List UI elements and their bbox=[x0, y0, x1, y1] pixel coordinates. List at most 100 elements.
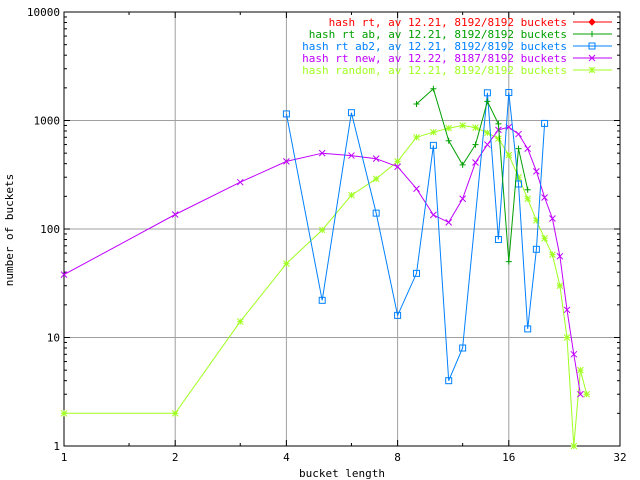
legend-label: hash rt ab2, av 12.21, 8192/8192 buckets bbox=[302, 40, 567, 53]
y-tick-label: 1000 bbox=[34, 115, 61, 128]
data-point bbox=[524, 145, 532, 153]
legend: hash rt, av 12.21, 8192/8192 buckets hash… bbox=[302, 16, 612, 77]
x-axis-title: bucket length bbox=[299, 467, 385, 480]
data-point bbox=[348, 152, 355, 159]
data-point bbox=[372, 209, 380, 217]
x-tick-label: 2 bbox=[172, 451, 179, 464]
data-point bbox=[372, 155, 380, 163]
data-point bbox=[541, 119, 549, 127]
data-point bbox=[60, 271, 68, 278]
legend-marker bbox=[589, 31, 595, 37]
series-line bbox=[63, 126, 581, 395]
series-4 bbox=[60, 122, 591, 450]
data-point bbox=[430, 85, 437, 92]
data-point bbox=[430, 128, 437, 136]
series-line bbox=[285, 92, 546, 381]
data-point bbox=[347, 109, 355, 117]
series-2 bbox=[282, 89, 549, 385]
data-point bbox=[236, 318, 244, 325]
data-point bbox=[445, 124, 453, 132]
data-point bbox=[472, 141, 479, 148]
data-point bbox=[524, 195, 532, 203]
legend-label: hash rt new, av 12.22, 8187/8192 buckets bbox=[302, 52, 567, 65]
data-point bbox=[556, 252, 564, 260]
data-point bbox=[318, 226, 326, 234]
data-point bbox=[60, 409, 68, 417]
axis-ticks: 1 2 4 8 16 32 1 10 100 1000 10000 bbox=[27, 6, 627, 464]
data-point bbox=[394, 158, 401, 165]
data-point bbox=[318, 296, 326, 304]
legend-marker bbox=[588, 42, 596, 50]
series-line bbox=[64, 124, 588, 447]
series-3 bbox=[60, 123, 584, 398]
data-point bbox=[515, 130, 522, 138]
y-tick-label: 10000 bbox=[27, 6, 60, 19]
data-point bbox=[541, 234, 548, 242]
data-point bbox=[394, 311, 402, 319]
data-point bbox=[430, 211, 437, 219]
grid bbox=[64, 12, 620, 446]
legend-label: hash rt, av 12.21, 8192/8192 buckets bbox=[329, 16, 567, 29]
data-point bbox=[372, 175, 380, 183]
data-point bbox=[394, 163, 401, 171]
data-point bbox=[484, 129, 491, 137]
data-point bbox=[445, 137, 452, 144]
data-point bbox=[533, 167, 540, 175]
data-point bbox=[577, 390, 584, 398]
x-tick-label: 1 bbox=[61, 451, 68, 464]
series-line bbox=[416, 87, 529, 262]
data-point bbox=[484, 141, 491, 148]
data-point bbox=[541, 194, 548, 201]
y-tick-label: 10 bbox=[47, 332, 60, 345]
data-point bbox=[472, 124, 479, 131]
data-point bbox=[429, 141, 437, 149]
data-point bbox=[413, 185, 420, 193]
legend-marker bbox=[588, 66, 596, 74]
data-point bbox=[171, 211, 179, 218]
data-point bbox=[563, 334, 571, 341]
data-point bbox=[483, 89, 491, 97]
data-point bbox=[445, 377, 453, 385]
data-point bbox=[515, 173, 522, 181]
data-point bbox=[556, 282, 564, 290]
data-point bbox=[505, 89, 513, 97]
data-point bbox=[484, 98, 491, 105]
x-tick-label: 8 bbox=[394, 451, 401, 464]
data-point bbox=[515, 145, 522, 152]
series-lines bbox=[60, 85, 591, 450]
data-point bbox=[570, 350, 578, 358]
data-point bbox=[413, 100, 420, 107]
data-point bbox=[577, 366, 584, 374]
data-point bbox=[563, 306, 571, 314]
data-point bbox=[549, 251, 556, 259]
x-tick-label: 4 bbox=[283, 451, 290, 464]
data-point bbox=[282, 110, 290, 118]
data-point bbox=[570, 442, 578, 450]
data-point bbox=[412, 269, 420, 277]
y-tick-label: 1 bbox=[53, 440, 60, 453]
data-point bbox=[583, 390, 591, 398]
x-tick-label: 32 bbox=[613, 451, 626, 464]
data-point bbox=[505, 258, 512, 265]
legend-marker bbox=[588, 54, 596, 62]
data-point bbox=[524, 325, 532, 333]
data-point bbox=[348, 191, 355, 199]
data-point bbox=[413, 133, 420, 141]
data-point bbox=[236, 178, 244, 186]
y-tick-label: 100 bbox=[40, 223, 60, 236]
legend-label: hash random, av 12.21, 8192/8192 buckets bbox=[302, 64, 567, 77]
data-point bbox=[283, 158, 290, 165]
data-point bbox=[459, 195, 467, 203]
data-point bbox=[524, 186, 531, 193]
data-point bbox=[459, 344, 467, 352]
y-axis-title: number of buckets bbox=[3, 174, 16, 287]
data-point bbox=[505, 151, 513, 159]
data-point bbox=[533, 217, 540, 224]
data-point bbox=[495, 120, 502, 127]
data-point bbox=[283, 260, 290, 267]
data-point bbox=[549, 215, 556, 222]
data-point bbox=[445, 219, 453, 226]
legend-marker bbox=[588, 18, 596, 26]
data-point bbox=[472, 159, 479, 166]
